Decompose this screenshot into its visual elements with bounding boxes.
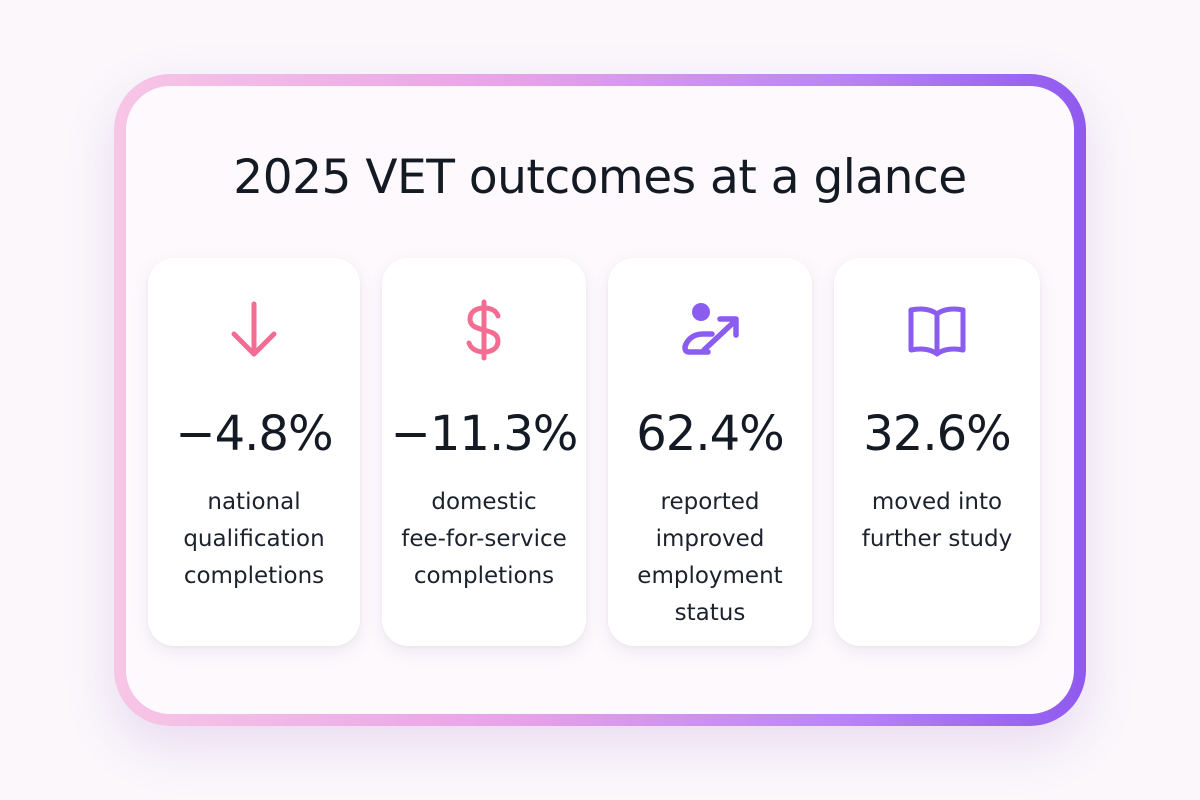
stat-cards: −4.8% national qualification completions… — [148, 258, 1052, 658]
open-book-icon — [905, 298, 969, 362]
stat-card-fee-for-service: −11.3% domestic fee-for-service completi… — [382, 258, 586, 646]
stat-label: moved into further study — [861, 489, 1013, 552]
infographic-panel: 2025 VET outcomes at a glance −4.8% nati… — [126, 86, 1074, 714]
stat-card-further-study: 32.6% moved into further study — [834, 258, 1040, 646]
stat-value: 32.6% — [863, 406, 1011, 462]
page-title: 2025 VET outcomes at a glance — [233, 150, 967, 205]
person-trend-up-icon — [678, 298, 742, 362]
stat-value: −4.8% — [175, 406, 333, 462]
stat-label: national qualification completions — [183, 489, 325, 589]
gradient-frame: 2025 VET outcomes at a glance −4.8% nati… — [114, 74, 1086, 726]
arrow-down-icon — [222, 298, 286, 362]
stat-value: −11.3% — [390, 406, 579, 462]
stat-card-qualification-completions: −4.8% national qualification completions — [148, 258, 360, 646]
dollar-icon — [452, 298, 516, 362]
stat-card-employment-status: 62.4% reported improved employment statu… — [608, 258, 812, 646]
stat-value: 62.4% — [636, 406, 784, 462]
stat-label: reported improved employment status — [637, 489, 783, 626]
stat-label: domestic fee-for-service completions — [401, 489, 567, 589]
